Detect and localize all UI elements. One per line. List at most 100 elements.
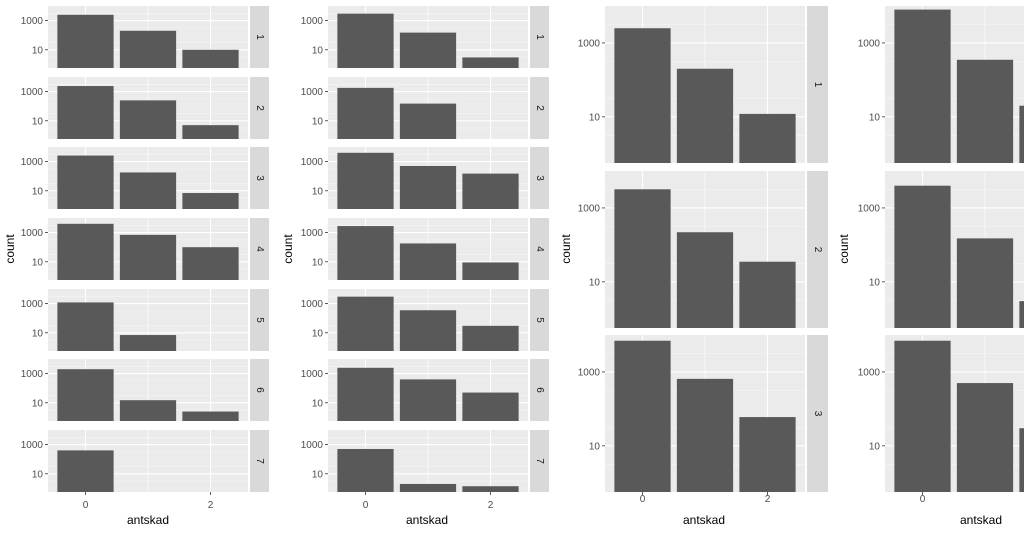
y-tick-label: 1000 [301, 228, 324, 239]
y-tick-label: 1000 [301, 157, 324, 168]
y-tick-label: 10 [312, 328, 324, 339]
x-tick-label: 0 [363, 500, 369, 511]
y-axis-title: count [3, 234, 17, 264]
bar-1-4-3 [182, 247, 239, 280]
bar-1-3-2 [119, 172, 177, 209]
y-tick-label: 10 [589, 277, 601, 288]
bar-3-2-3 [739, 261, 796, 328]
facet-strip-3-3 [807, 335, 828, 492]
x-tick-label: 0 [920, 494, 926, 505]
bar-4-3-1 [894, 340, 951, 492]
facet-strip-label: 6 [254, 387, 265, 393]
x-tick-label: 2 [488, 500, 494, 511]
chart-3: 10 1000 1 10 1000 2 10 1000 3 0 2 antskad count [559, 6, 828, 527]
y-tick-label: 10 [869, 112, 881, 123]
facet-strip-label: 2 [254, 105, 265, 111]
y-tick-label: 10 [312, 257, 324, 268]
bar-2-7-2 [399, 483, 457, 492]
x-tick-label: 2 [765, 494, 771, 505]
x-tick-label: 0 [83, 500, 89, 511]
bar-3-1-1 [614, 28, 671, 164]
facet-strip-label: 1 [254, 34, 265, 40]
y-tick-label: 1000 [858, 367, 881, 378]
facet-strip-1-3 [250, 147, 269, 209]
y-tick-label: 10 [312, 116, 324, 127]
facet-strip-label: 2 [812, 247, 823, 253]
bar-2-5-3 [462, 325, 519, 351]
facet-strip-label: 2 [534, 105, 545, 111]
bar-3-1-2 [676, 68, 734, 163]
facet-strip-2-2 [530, 77, 549, 139]
bar-1-2-3 [182, 125, 239, 139]
bar-3-2-2 [676, 232, 734, 328]
bar-2-5-1 [337, 296, 394, 351]
y-tick-label: 10 [32, 186, 44, 197]
facet-strip-1-1 [250, 6, 269, 68]
x-tick-label: 2 [208, 500, 214, 511]
bar-1-7-1 [57, 450, 114, 492]
bar-2-1-2 [399, 32, 457, 68]
bar-2-4-1 [337, 226, 394, 280]
facet-strip-1-7 [250, 430, 269, 492]
y-tick-label: 1000 [578, 367, 601, 378]
bar-3-3-1 [614, 340, 671, 492]
y-tick-label: 10 [312, 469, 324, 480]
bar-4-1-2 [956, 59, 1014, 163]
bar-1-3-3 [182, 193, 239, 209]
bar-2-4-2 [399, 243, 457, 280]
y-tick-label: 1000 [301, 440, 324, 451]
bar-3-2-1 [614, 189, 671, 328]
bar-1-1-1 [57, 14, 114, 68]
facet-strip-label: 4 [254, 246, 265, 252]
bar-4-2-1 [894, 185, 951, 328]
facet-strip-1-6 [250, 359, 269, 421]
bar-2-3-3 [462, 173, 519, 209]
chart-1: 1010001101000210100031010004101000510100… [3, 6, 269, 527]
bar-2-5-2 [399, 310, 457, 351]
y-axis-title: count [281, 234, 295, 264]
bar-2-2-2 [399, 103, 457, 139]
y-tick-label: 1000 [301, 87, 324, 98]
y-tick-label: 1000 [21, 369, 44, 380]
x-axis-title: antskad [960, 513, 1002, 527]
y-tick-label: 10 [312, 186, 324, 197]
bar-2-7-3 [462, 486, 519, 492]
bar-1-3-1 [57, 155, 114, 209]
y-tick-label: 10 [589, 112, 601, 123]
y-tick-label: 10 [869, 441, 881, 452]
bar-2-3-1 [337, 152, 394, 209]
bar-1-5-1 [57, 302, 114, 351]
bar-1-6-3 [182, 411, 239, 421]
bar-2-1-3 [462, 57, 519, 68]
facet-strip-label: 7 [534, 458, 545, 464]
bar-4-1-3 [1019, 105, 1024, 163]
bar-2-6-2 [399, 379, 457, 421]
y-tick-label: 10 [312, 45, 324, 56]
facet-strip-label: 3 [534, 175, 545, 181]
bar-4-1-1 [894, 9, 951, 163]
bar-4-2-3 [1019, 301, 1024, 328]
bar-1-1-3 [182, 49, 239, 68]
x-axis-title: antskad [127, 513, 169, 527]
y-tick-label: 10 [32, 469, 44, 480]
x-tick-label: 0 [640, 494, 646, 505]
bar-2-6-1 [337, 367, 394, 421]
y-axis-title: count [837, 234, 851, 264]
chart-4: 10 1000 10 1000 10 1000 0 antskad count [837, 6, 1024, 527]
y-tick-label: 1000 [21, 87, 44, 98]
y-tick-label: 10 [589, 441, 601, 452]
bar-3-1-3 [739, 113, 796, 163]
y-tick-label: 1000 [578, 38, 601, 49]
bar-2-6-3 [462, 392, 519, 421]
y-tick-label: 1000 [21, 157, 44, 168]
y-tick-label: 1000 [578, 203, 601, 214]
facet-strip-label: 1 [534, 34, 545, 40]
facet-strip-2-3 [530, 147, 549, 209]
facet-strip-label: 7 [254, 458, 265, 464]
facet-strip-label: 1 [812, 82, 823, 88]
facet-strip-2-7 [530, 430, 549, 492]
facet-strip-label: 5 [534, 317, 545, 323]
bar-1-1-2 [119, 30, 177, 69]
